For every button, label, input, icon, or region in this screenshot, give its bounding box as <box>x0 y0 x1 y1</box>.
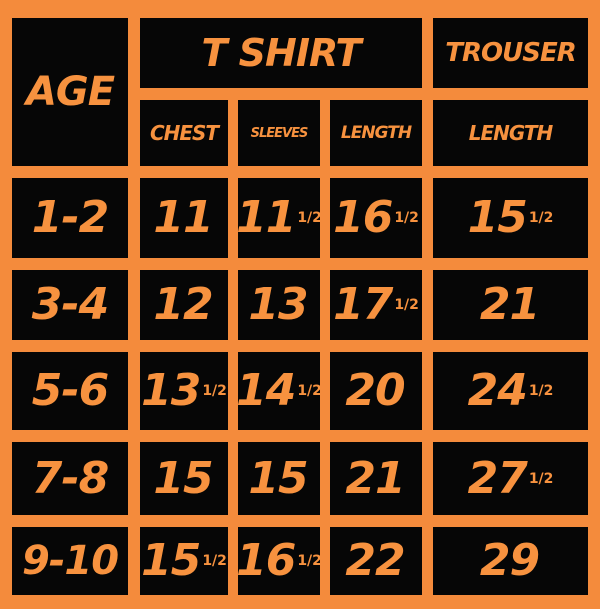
trouser-cell: 15 1/2 <box>433 178 588 258</box>
sleeves-value: 14 <box>238 365 296 416</box>
chest-value: 13 <box>141 365 201 416</box>
sleeves-cell: 14 1/2 <box>238 352 320 430</box>
age-header: AGE <box>12 18 128 166</box>
chest-value: 15 <box>141 535 201 586</box>
age-value: 9-10 <box>21 538 119 584</box>
trouser-value: 24 <box>467 365 528 416</box>
trouser-fraction: 1/2 <box>528 383 554 399</box>
sleeves-fraction: 1/2 <box>297 210 320 226</box>
chest-cell: 11 <box>140 178 228 258</box>
length-value: 21 <box>345 452 405 504</box>
trouser-fraction: 1/2 <box>528 470 554 487</box>
chest-fraction: 1/2 <box>202 553 227 569</box>
age-value: 1-2 <box>31 192 109 243</box>
sleeves-value: 11 <box>238 192 296 243</box>
sleeves-cell: 16 1/2 <box>238 527 320 595</box>
trouser-value: 21 <box>479 279 540 330</box>
age-value: 5-6 <box>31 365 109 416</box>
length-cell: 17 1/2 <box>330 270 422 340</box>
chest-header: CHEST <box>140 100 228 166</box>
length-fraction: 1/2 <box>394 297 419 313</box>
age-cell: 7-8 <box>12 442 128 515</box>
chest-fraction: 1/2 <box>202 383 227 399</box>
chest-cell: 15 1/2 <box>140 527 228 595</box>
length-cell: 20 <box>330 352 422 430</box>
trouser-value: 15 <box>467 192 528 243</box>
chest-value: 12 <box>153 279 213 330</box>
length-value: 22 <box>345 535 405 586</box>
chest-cell: 13 1/2 <box>140 352 228 430</box>
age-cell: 1-2 <box>12 178 128 258</box>
sleeves-value: 13 <box>248 279 308 330</box>
trouser-cell: 24 1/2 <box>433 352 588 430</box>
length-value: 16 <box>333 192 393 243</box>
sleeves-value: 15 <box>248 452 308 504</box>
sleeves-cell: 13 <box>238 270 320 340</box>
chest-cell: 12 <box>140 270 228 340</box>
sleeves-fraction: 1/2 <box>297 383 320 399</box>
age-cell: 9-10 <box>12 527 128 595</box>
length-cell: 16 1/2 <box>330 178 422 258</box>
age-cell: 5-6 <box>12 352 128 430</box>
tshirt-header: T SHIRT <box>140 18 422 88</box>
age-cell: 3-4 <box>12 270 128 340</box>
chest-cell: 15 <box>140 442 228 515</box>
length-cell: 21 <box>330 442 422 515</box>
sleeves-cell: 11 1/2 <box>238 178 320 258</box>
age-value: 7-8 <box>31 452 109 504</box>
trouser-length-header: LENGTH <box>433 100 588 166</box>
tshirt-length-header: LENGTH <box>330 100 422 166</box>
age-value: 3-4 <box>31 279 109 330</box>
chest-value: 11 <box>153 192 213 243</box>
length-fraction: 1/2 <box>394 210 419 226</box>
trouser-value: 29 <box>479 535 540 586</box>
chest-value: 15 <box>153 452 213 504</box>
trouser-value: 27 <box>467 452 528 504</box>
sleeves-value: 16 <box>238 535 296 586</box>
length-cell: 22 <box>330 527 422 595</box>
trouser-cell: 27 1/2 <box>433 442 588 515</box>
trouser-cell: 21 <box>433 270 588 340</box>
sleeves-header: SLEEVES <box>238 100 320 166</box>
trouser-header: TROUSER <box>433 18 588 88</box>
sleeves-cell: 15 <box>238 442 320 515</box>
trouser-fraction: 1/2 <box>528 210 554 226</box>
trouser-cell: 29 <box>433 527 588 595</box>
sleeves-fraction: 1/2 <box>297 553 320 569</box>
length-value: 17 <box>333 279 393 330</box>
length-value: 20 <box>345 365 405 416</box>
